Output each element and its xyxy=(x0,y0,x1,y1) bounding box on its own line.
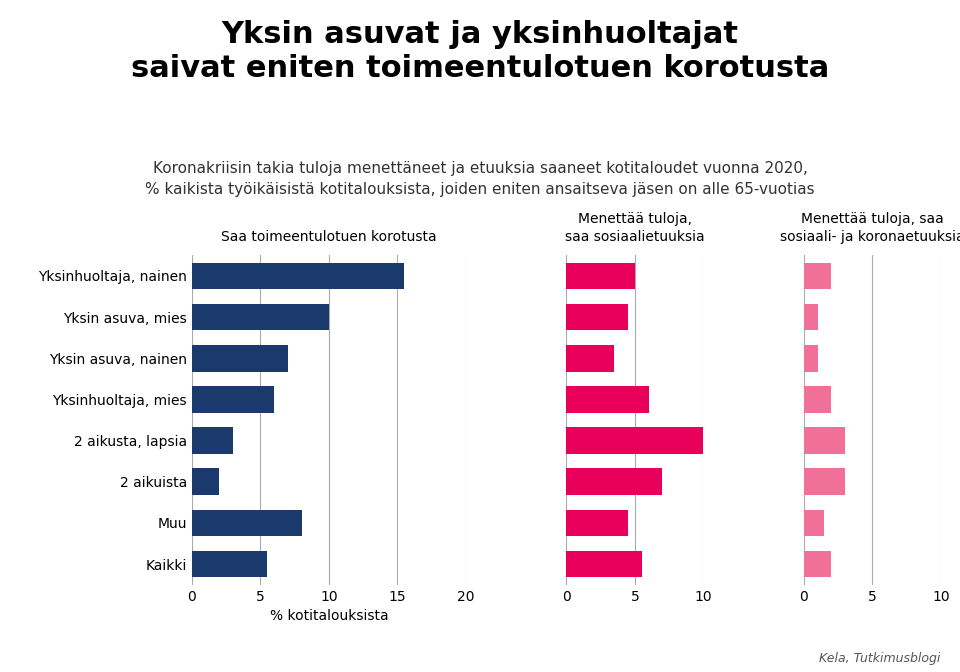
Text: Yksin asuvat ja yksinhuoltajat
saivat eniten toimeentulotuen korotusta: Yksin asuvat ja yksinhuoltajat saivat en… xyxy=(131,20,829,83)
Bar xyxy=(804,263,831,290)
Bar xyxy=(804,304,818,331)
Bar xyxy=(804,550,831,577)
Bar xyxy=(804,345,818,372)
Text: Koronakriisin takia tuloja menettäneet ja etuuksia saaneet kotitaloudet vuonna 2: Koronakriisin takia tuloja menettäneet j… xyxy=(145,161,815,198)
Bar xyxy=(566,427,704,454)
Bar xyxy=(192,550,267,577)
Bar xyxy=(192,263,404,290)
Bar xyxy=(804,386,831,413)
Bar xyxy=(566,345,614,372)
Bar xyxy=(566,386,649,413)
Bar xyxy=(192,304,329,331)
Bar xyxy=(566,509,628,536)
Bar xyxy=(566,550,641,577)
Bar xyxy=(804,427,845,454)
Title: Menettää tuloja, saa
sosiaali- ja koronaetuuksia: Menettää tuloja, saa sosiaali- ja korona… xyxy=(780,212,960,245)
Bar xyxy=(566,304,628,331)
Bar xyxy=(804,509,825,536)
Title: Menettää tuloja,
saa sosiaalietuuksia: Menettää tuloja, saa sosiaalietuuksia xyxy=(565,212,705,245)
Bar xyxy=(566,263,635,290)
Title: Saa toimeentulotuen korotusta: Saa toimeentulotuen korotusta xyxy=(221,230,437,245)
Bar xyxy=(192,468,220,495)
X-axis label: % kotitalouksista: % kotitalouksista xyxy=(270,609,388,623)
Text: Kela, Tutkimusblogi: Kela, Tutkimusblogi xyxy=(820,653,941,665)
Bar xyxy=(192,427,233,454)
Bar xyxy=(566,468,662,495)
Bar xyxy=(804,468,845,495)
Bar xyxy=(192,386,275,413)
Bar xyxy=(192,345,288,372)
Bar xyxy=(192,509,301,536)
